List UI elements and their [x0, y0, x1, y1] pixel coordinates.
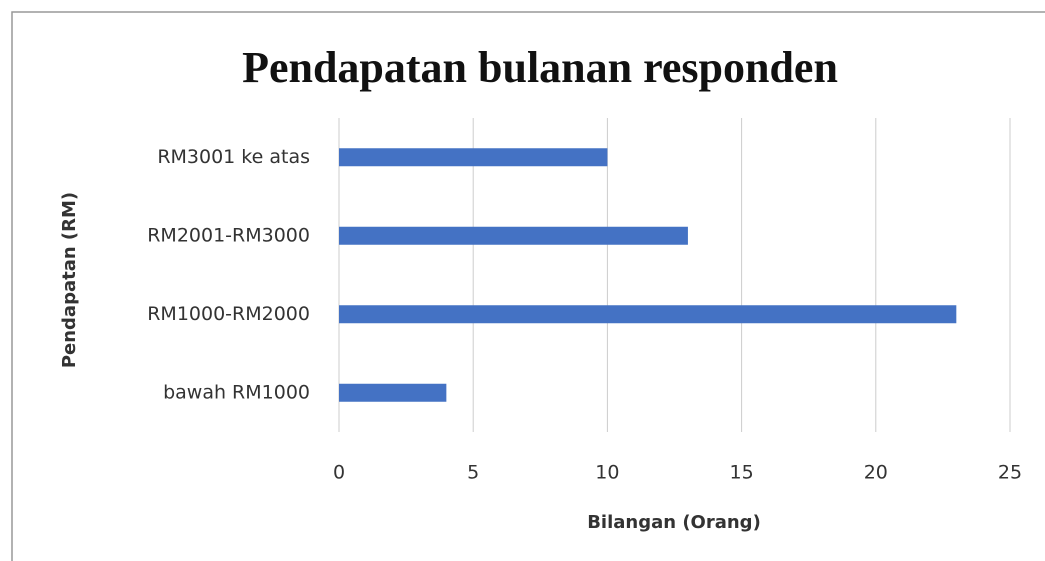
- x-tick-label: 5: [467, 462, 479, 484]
- bar: [339, 148, 608, 167]
- y-axis-title: Pendapatan (RM): [59, 192, 80, 368]
- y-tick-label: RM2001-RM3000: [147, 224, 310, 246]
- y-tick-label: RM3001 ke atas: [157, 146, 310, 168]
- chart-frame: [11, 11, 1045, 561]
- bar: [339, 226, 688, 245]
- x-tick-label: 10: [595, 462, 619, 484]
- x-tick-label: 0: [333, 462, 345, 484]
- y-tick-label: bawah RM1000: [163, 381, 310, 403]
- x-tick-label: 15: [730, 462, 754, 484]
- x-tick-label: 20: [864, 462, 888, 484]
- x-tick-label: 25: [998, 462, 1022, 484]
- bar: [339, 305, 957, 324]
- y-tick-label: RM1000-RM2000: [147, 303, 310, 325]
- bar: [339, 383, 447, 402]
- x-axis-title: Bilangan (Orang): [587, 512, 761, 533]
- chart-title: Pendapatan bulanan responden: [242, 43, 838, 92]
